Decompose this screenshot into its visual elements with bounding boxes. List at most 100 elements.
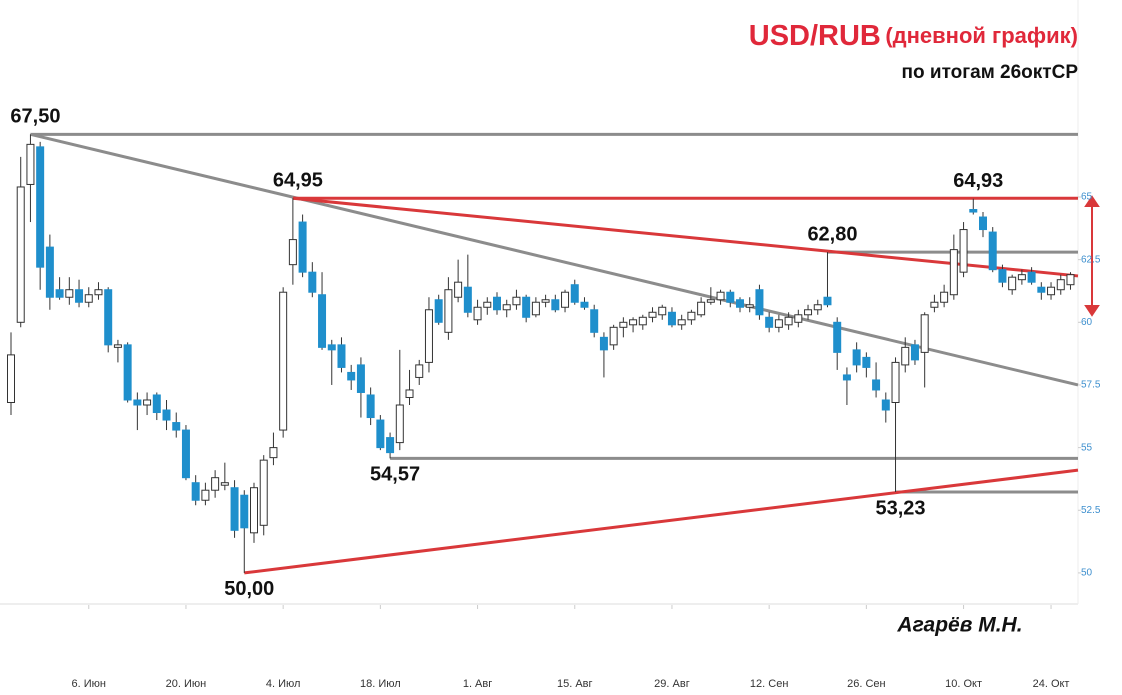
- y-tick-label: 50: [1081, 568, 1093, 579]
- candle-body: [434, 299, 443, 323]
- candle-body: [940, 291, 949, 303]
- price-annotation: 53,23: [875, 497, 925, 519]
- y-tick-label: 65: [1081, 192, 1093, 203]
- candle-body: [813, 304, 822, 311]
- x-tick-label: 10. Окт: [945, 678, 982, 690]
- candle-body: [386, 437, 395, 454]
- x-tick-label: 26. Сен: [847, 678, 885, 690]
- candle-body: [862, 356, 871, 368]
- candle-body: [823, 296, 832, 306]
- candle-body: [45, 246, 54, 298]
- trend-line: [292, 196, 1079, 278]
- candle-body: [230, 487, 239, 531]
- candle-body: [298, 221, 307, 273]
- candle-body: [706, 299, 715, 303]
- x-tick-label: 1. Авг: [463, 678, 492, 690]
- candle-body: [667, 311, 676, 326]
- candle-body: [969, 209, 978, 213]
- x-tick-label: 6. Июн: [72, 678, 106, 690]
- candle-body: [736, 299, 744, 308]
- range-arrow: [1084, 195, 1100, 317]
- candle-body: [84, 294, 93, 303]
- candle-body: [337, 344, 346, 368]
- candle-body: [677, 319, 686, 326]
- price-annotation: 50,00: [224, 578, 274, 600]
- candle-body: [1027, 271, 1036, 283]
- candle-body: [133, 399, 142, 406]
- title-main: USD/RUB: [749, 20, 881, 52]
- candle-body: [113, 344, 122, 348]
- candle-body: [599, 336, 608, 351]
- x-tick-label: 24. Окт: [1033, 678, 1070, 690]
- y-tick-label: 57.5: [1081, 380, 1101, 391]
- candle-body: [55, 289, 64, 298]
- candle-body: [123, 344, 132, 401]
- candle-body: [531, 301, 540, 316]
- candle-body: [561, 291, 570, 308]
- candle-body: [648, 311, 657, 318]
- x-tick-label: 18. Июл: [360, 678, 401, 690]
- candle-body: [424, 309, 433, 363]
- candle-body: [891, 361, 900, 403]
- candle-body: [405, 389, 414, 398]
- candle-body: [774, 319, 783, 328]
- candle-body: [1008, 276, 1017, 291]
- candle-body: [609, 326, 618, 346]
- candle-body: [366, 394, 375, 419]
- x-tick-label: 15. Авг: [557, 678, 593, 690]
- candle-body: [910, 344, 919, 361]
- candle-body: [580, 301, 589, 308]
- candle-body: [250, 487, 258, 534]
- candle-body: [269, 447, 278, 459]
- candle-body: [1037, 286, 1046, 293]
- candle-body: [833, 321, 842, 353]
- candle-body: [152, 394, 161, 414]
- candle-body: [308, 271, 317, 293]
- candle-body: [240, 494, 249, 529]
- candle-body: [765, 316, 774, 328]
- candle-body: [881, 399, 890, 411]
- candle-body: [804, 309, 813, 316]
- candle-body: [1047, 286, 1056, 296]
- candle-body: [143, 399, 152, 406]
- candle-body: [716, 291, 725, 301]
- y-tick-label: 52.5: [1081, 505, 1101, 516]
- candle-body: [395, 404, 404, 444]
- trend-line: [30, 132, 1079, 387]
- candle-body: [852, 349, 861, 366]
- candle-body: [172, 422, 181, 431]
- candle-body: [658, 306, 667, 316]
- subtitle: по итогам 26октСР: [902, 62, 1079, 83]
- candle-body: [784, 316, 793, 326]
- candle-body: [463, 286, 472, 313]
- candle-body: [726, 291, 735, 303]
- candle-body: [347, 371, 356, 381]
- candle-body: [65, 289, 74, 298]
- candle-body: [842, 374, 851, 381]
- candle-body: [201, 489, 210, 501]
- title-suffix: (дневной график): [885, 23, 1078, 48]
- candle-body: [755, 289, 764, 316]
- trend-line: [244, 468, 1079, 575]
- candle-body: [590, 309, 599, 333]
- candle-body: [619, 321, 628, 328]
- candle-body: [512, 296, 521, 306]
- candle-body: [75, 289, 84, 303]
- candle-body: [444, 289, 453, 333]
- candle-body: [920, 314, 929, 353]
- candle-body: [901, 346, 910, 366]
- price-annotation: 64,95: [273, 170, 323, 192]
- candle-body: [522, 296, 531, 318]
- candle-body: [454, 281, 463, 298]
- candle-body: [697, 301, 706, 316]
- candle-body: [36, 146, 45, 268]
- candle-body: [493, 296, 501, 311]
- author: Агарёв М.Н.: [896, 614, 1022, 637]
- candle-body: [1066, 274, 1075, 286]
- price-annotation: 64,93: [953, 170, 1003, 192]
- candle-body: [279, 291, 288, 431]
- candle-body: [629, 319, 638, 326]
- candle-body: [949, 249, 958, 296]
- candle-body: [376, 419, 385, 449]
- candle-body: [979, 216, 987, 231]
